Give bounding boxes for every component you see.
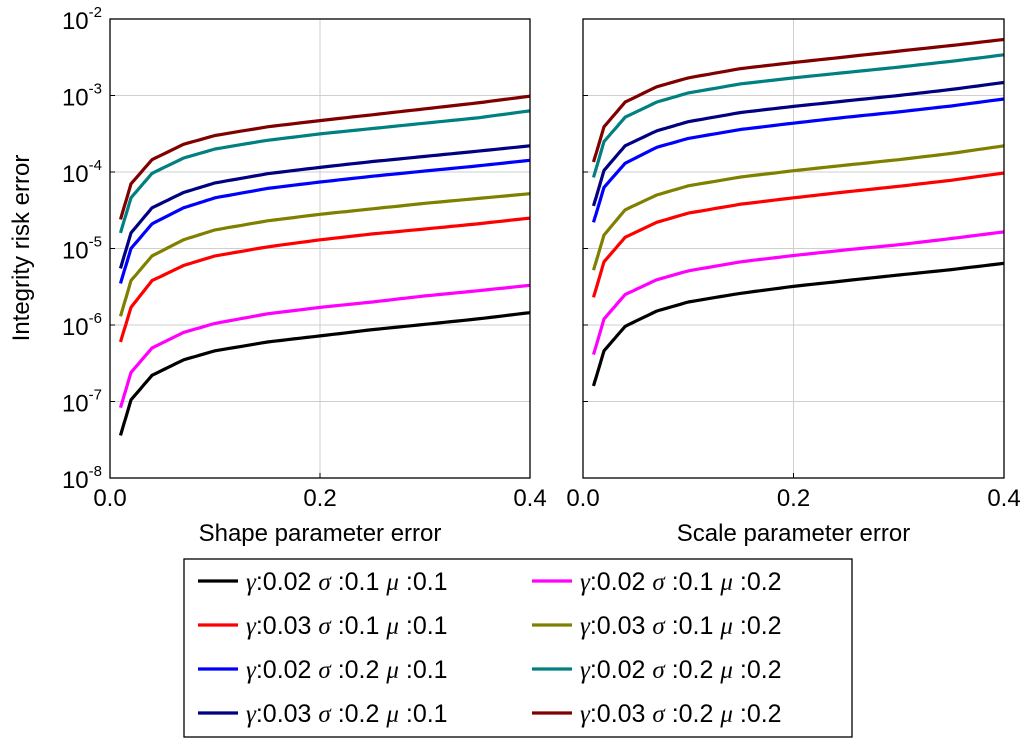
legend-entry: γ:0.03 σ :0.1 μ :0.2	[532, 612, 782, 640]
y-tick-label: 10-2	[62, 4, 102, 35]
legend-label: γ:0.02 σ :0.2 μ :0.1	[246, 656, 448, 684]
series-line	[118, 158, 531, 284]
x-tick-label: 0.4	[987, 485, 1020, 512]
series-line	[118, 94, 531, 220]
legend-entry: γ:0.02 σ :0.2 μ :0.1	[198, 656, 448, 684]
series-line	[591, 97, 1005, 223]
legend-entry: γ:0.02 σ :0.2 μ :0.2	[532, 656, 782, 684]
y-tick-label: 10-4	[62, 157, 102, 188]
left-panel: 0.0 0.2 0.4 10-8 10-7 10-6 10-5 10-4 10-3 10-2 S…	[8, 4, 547, 547]
x-tick-label: 0.0	[566, 485, 599, 512]
left-x-axis-label: Shape parameter error	[199, 520, 442, 547]
y-tick-label: 10-7	[62, 387, 102, 418]
legend-label: γ:0.02 σ :0.1 μ :0.1	[246, 568, 448, 596]
legend-entry: γ:0.02 σ :0.1 μ :0.1	[198, 568, 448, 596]
series-line	[591, 261, 1005, 387]
left-y-ticks: 10-8 10-7 10-6 10-5 10-4 10-3 10-2	[62, 4, 115, 494]
right-panel: 0.0 0.2 0.4 Scale parameter error	[566, 18, 1021, 547]
x-tick-label: 0.4	[513, 485, 546, 512]
right-x-ticks: 0.0 0.2 0.4	[566, 473, 1021, 512]
series-line	[591, 144, 1005, 271]
legend-label: γ:0.03 σ :0.1 μ :0.1	[246, 612, 448, 640]
legend-items: γ:0.02 σ :0.1 μ :0.1 γ:0.02 σ :0.1 μ :0.2…	[198, 568, 782, 728]
series-line	[118, 311, 531, 436]
left-x-ticks: 0.0 0.2 0.4	[93, 473, 547, 512]
left-grid	[110, 19, 530, 478]
legend-entry: γ:0.03 σ :0.2 μ :0.2	[532, 700, 782, 728]
y-tick-label: 10-6	[62, 310, 102, 341]
right-series-lines	[591, 37, 1005, 387]
series-line	[118, 144, 531, 269]
x-tick-label: 0.2	[777, 485, 810, 512]
series-line	[118, 192, 531, 317]
left-series-lines	[118, 94, 531, 436]
series-line	[118, 109, 531, 234]
legend: γ:0.02 σ :0.1 μ :0.1 γ:0.02 σ :0.1 μ :0.2…	[183, 558, 853, 738]
legend-entry: γ:0.03 σ :0.2 μ :0.1	[198, 700, 448, 728]
series-line	[591, 37, 1005, 163]
legend-label: γ:0.02 σ :0.2 μ :0.2	[580, 656, 782, 684]
legend-label: γ:0.03 σ :0.2 μ :0.1	[246, 700, 448, 728]
series-line	[118, 216, 531, 343]
legend-label: γ:0.03 σ :0.2 μ :0.2	[580, 700, 782, 728]
series-line	[118, 283, 531, 409]
series-line	[591, 230, 1005, 356]
series-line	[591, 80, 1005, 207]
y-tick-label: 10-8	[62, 463, 102, 494]
y-axis-label: Integrity risk error	[8, 155, 35, 342]
legend-label: γ:0.02 σ :0.1 μ :0.2	[580, 568, 782, 596]
x-tick-label: 0.2	[303, 485, 336, 512]
right-x-axis-label: Scale parameter error	[677, 520, 910, 547]
y-tick-label: 10-5	[62, 234, 102, 265]
x-tick-label: 0.0	[93, 485, 126, 512]
series-line	[591, 171, 1005, 298]
legend-entry: γ:0.02 σ :0.1 μ :0.2	[532, 568, 782, 596]
legend-label: γ:0.03 σ :0.1 μ :0.2	[580, 612, 782, 640]
right-grid	[583, 18, 1004, 479]
series-line	[591, 53, 1005, 178]
legend-box	[183, 558, 853, 738]
legend-entry: γ:0.03 σ :0.1 μ :0.1	[198, 612, 448, 640]
y-tick-label: 10-3	[62, 81, 102, 112]
